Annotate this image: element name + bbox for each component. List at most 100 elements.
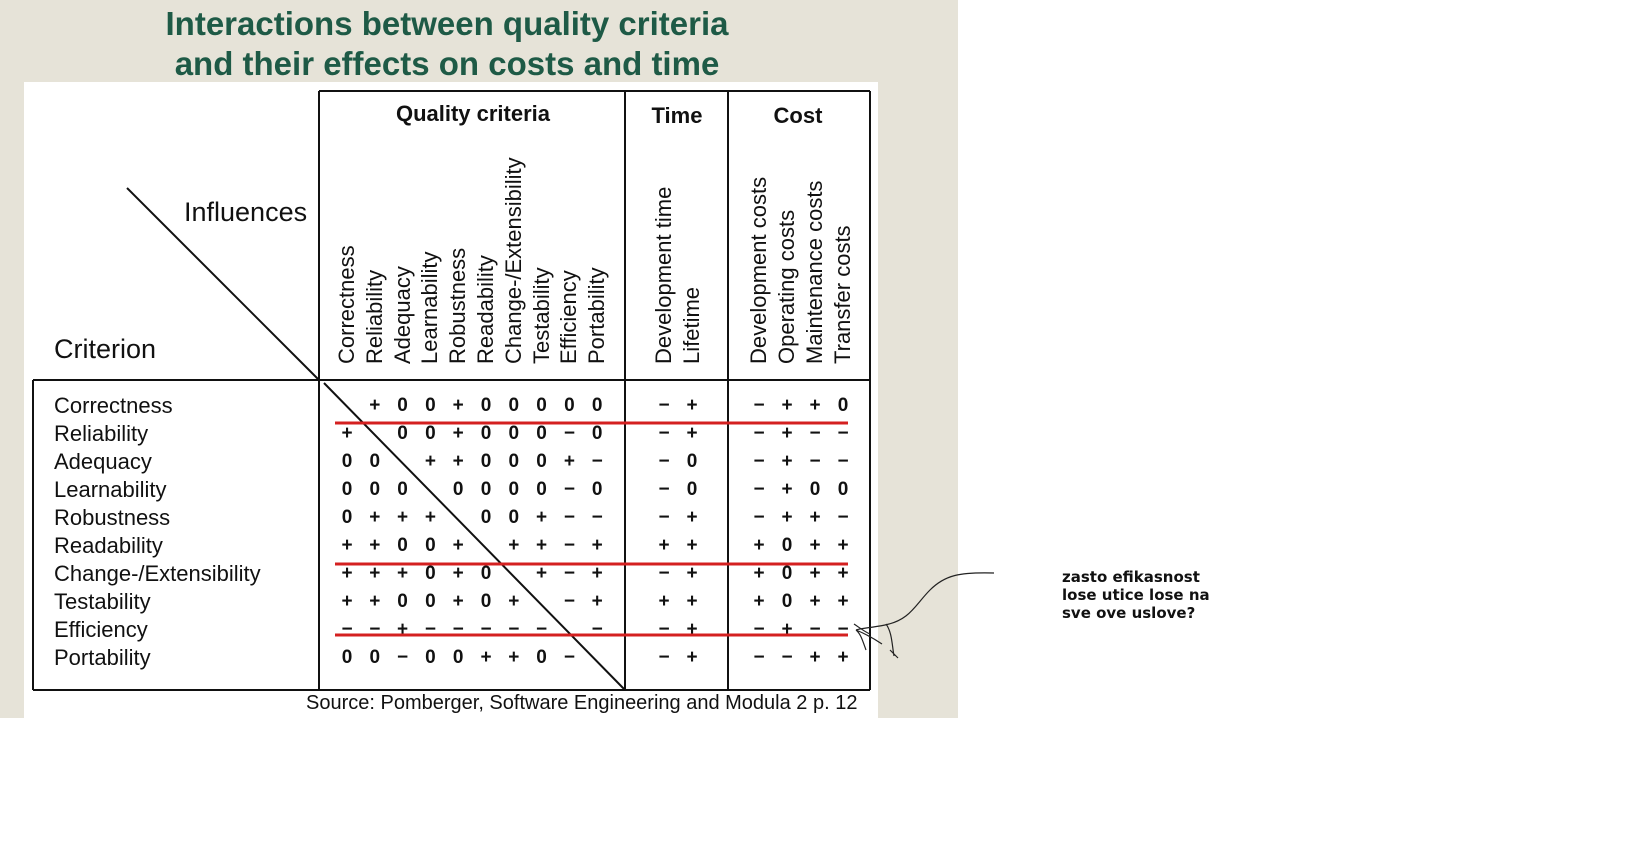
table-cell: +	[781, 451, 793, 472]
table-cell: +	[508, 591, 520, 612]
table-cell: −	[341, 619, 353, 640]
table-cell: +	[452, 395, 464, 416]
table-cell: −	[809, 619, 821, 640]
table-cell: +	[536, 507, 548, 528]
table-cell: +	[686, 647, 698, 668]
table-cell: 0	[837, 479, 849, 500]
row-label: Adequacy	[54, 449, 152, 474]
table-cell: +	[452, 423, 464, 444]
table-cell: 0	[480, 479, 492, 500]
table-cell: −	[591, 619, 603, 640]
table-cell: 0	[686, 451, 698, 472]
table-cell: −	[424, 619, 436, 640]
slide-title-line-2: and their effects on costs and time	[174, 45, 720, 82]
table-cell: +	[658, 591, 670, 612]
table-cell: −	[753, 507, 765, 528]
table-cell: +	[424, 451, 436, 472]
header-diagonal	[126, 187, 320, 381]
table-cell: 0	[480, 563, 492, 584]
table-cell: 0	[397, 423, 408, 444]
time-header: Time	[651, 103, 703, 128]
row-label: Robustness	[54, 505, 171, 530]
table-cell: +	[397, 619, 409, 640]
table-cell: −	[753, 395, 765, 416]
table-cell: 0	[425, 423, 436, 444]
table-cell: −	[563, 479, 575, 500]
table-cell: 0	[397, 479, 408, 500]
slide: Interactions between quality criteria an…	[0, 0, 958, 718]
table-cell: +	[809, 563, 821, 584]
table-cell: 0	[397, 535, 408, 556]
table-cell: 0	[536, 647, 547, 668]
table-cell: 0	[508, 395, 520, 416]
table-cell: +	[341, 535, 353, 556]
table-cell: +	[452, 535, 464, 556]
table-cell: 0	[686, 479, 698, 500]
table-cell: 0	[369, 479, 381, 500]
row-label: Learnability	[54, 477, 167, 502]
table-cell: 0	[341, 507, 353, 528]
table-cell: +	[452, 563, 464, 584]
criterion-label: Criterion	[54, 334, 157, 364]
table-cell: 0	[369, 647, 381, 668]
row-label: Change-/Extensibility	[54, 561, 261, 586]
table-cell: +	[369, 591, 381, 612]
table-cell: 0	[508, 479, 520, 500]
table-cell: +	[369, 507, 381, 528]
table-cell: 0	[536, 479, 547, 500]
table-cell: 0	[397, 591, 408, 612]
table-cell: −	[658, 423, 670, 444]
table-cell: 0	[452, 647, 464, 668]
table-cell: +	[480, 647, 492, 668]
matrix-diagonal	[323, 382, 626, 691]
table-cell: −	[658, 619, 670, 640]
table-cell: −	[753, 619, 765, 640]
table-cell: −	[563, 563, 575, 584]
table-cell: 0	[781, 591, 793, 612]
table-cell: 0	[508, 423, 520, 444]
table-cell: −	[753, 647, 765, 668]
table-cell: 0	[591, 395, 603, 416]
interaction-table: Quality criteria Time Cost Influences Cr…	[0, 0, 958, 718]
table-cell: −	[658, 507, 670, 528]
table-cell: +	[686, 423, 698, 444]
table-cell: +	[591, 591, 603, 612]
handwritten-note: zasto efikasnost lose utice lose na sve …	[1062, 568, 1210, 622]
table-cell: +	[781, 619, 793, 640]
table-cell: −	[658, 479, 670, 500]
table-cell: +	[837, 535, 849, 556]
table-cell: +	[781, 395, 793, 416]
table-grid-lines	[32, 90, 871, 691]
table-cell: 0	[536, 451, 547, 472]
table-cell: +	[837, 591, 849, 612]
table-cell: +	[686, 591, 698, 612]
table-cell: −	[563, 591, 575, 612]
table-cell: 0	[369, 451, 381, 472]
table-cell: 0	[341, 647, 353, 668]
table-cell: −	[452, 619, 464, 640]
table-cell: +	[686, 507, 698, 528]
table-cell: 0	[508, 507, 520, 528]
table-cell: +	[591, 535, 603, 556]
table-cell: +	[809, 591, 821, 612]
table-cell: +	[591, 563, 603, 584]
row-label: Testability	[54, 589, 151, 614]
table-cell: −	[837, 423, 849, 444]
table-cell: 0	[564, 395, 575, 416]
table-cell: 0	[480, 395, 492, 416]
table-cell: +	[341, 591, 353, 612]
table-cell: 0	[425, 395, 436, 416]
table-cell: 0	[425, 647, 436, 668]
table-cell: +	[452, 451, 464, 472]
quality-criteria-header: Quality criteria	[395, 101, 551, 126]
table-cell: +	[686, 619, 698, 640]
table-cell: −	[753, 451, 765, 472]
source-citation: Source: Pomberger, Software Engineering …	[306, 692, 858, 714]
table-cell: −	[563, 647, 575, 668]
row-label: Correctness	[54, 393, 173, 418]
table-cell: 0	[480, 423, 492, 444]
table-cell: +	[397, 507, 409, 528]
table-cell: +	[397, 563, 409, 584]
table-cell: −	[837, 451, 849, 472]
table-cell: +	[809, 535, 821, 556]
